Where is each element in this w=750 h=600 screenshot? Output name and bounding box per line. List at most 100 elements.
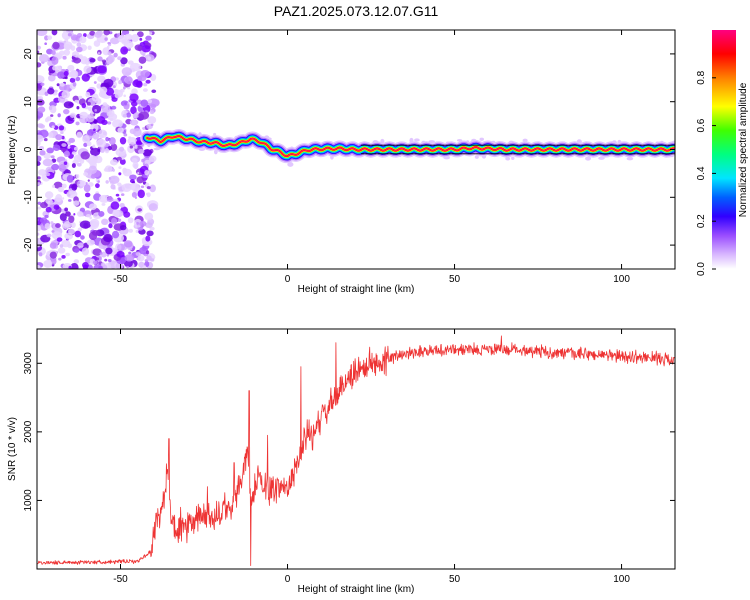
noise-speck bbox=[85, 114, 95, 123]
noise-speck bbox=[80, 235, 85, 240]
spectrogram-y-tick-label: -10 bbox=[23, 190, 34, 205]
noise-speck bbox=[61, 147, 66, 153]
spectrogram-x-ticks: -50 0 50 100 bbox=[113, 30, 630, 285]
noise-speck bbox=[52, 65, 57, 71]
noise-speck bbox=[141, 45, 151, 53]
noise-speck bbox=[47, 131, 54, 138]
noise-speck bbox=[87, 106, 93, 112]
noise-speck bbox=[135, 140, 143, 146]
noise-speck bbox=[81, 73, 90, 82]
noise-speck bbox=[57, 71, 65, 79]
noise-speck bbox=[54, 89, 58, 93]
noise-speck bbox=[129, 93, 139, 102]
noise-speck bbox=[85, 91, 91, 98]
noise-speck bbox=[55, 134, 63, 141]
noise-speck bbox=[110, 201, 120, 210]
noise-speck bbox=[40, 82, 45, 86]
noise-speck bbox=[89, 30, 96, 36]
noise-speck bbox=[522, 138, 528, 142]
snr-x-tick-label: 50 bbox=[449, 574, 461, 585]
noise-speck bbox=[37, 50, 40, 54]
noise-speck bbox=[82, 135, 90, 143]
noise-speck bbox=[57, 247, 66, 254]
noise-speck bbox=[58, 257, 62, 261]
spectrogram-x-tick-label: 0 bbox=[285, 274, 291, 285]
noise-speck bbox=[37, 62, 42, 68]
noise-speck bbox=[149, 226, 155, 231]
noise-speck bbox=[140, 69, 151, 78]
noise-speck bbox=[139, 220, 147, 227]
noise-speck bbox=[92, 104, 102, 114]
noise-speck bbox=[149, 184, 156, 193]
noise-speck bbox=[63, 161, 68, 165]
noise-speck bbox=[39, 201, 48, 209]
noise-speck bbox=[37, 161, 41, 166]
noise-speck bbox=[42, 158, 53, 167]
noise-speck bbox=[134, 144, 138, 149]
noise-speck bbox=[123, 86, 126, 90]
noise-speck bbox=[101, 202, 106, 206]
noise-speck bbox=[93, 264, 104, 269]
noise-speck bbox=[142, 149, 153, 157]
noise-speck bbox=[78, 180, 87, 187]
noise-speck bbox=[51, 56, 59, 65]
noise-speck bbox=[43, 137, 48, 142]
noise-speck bbox=[83, 33, 87, 38]
noise-speck bbox=[104, 165, 113, 173]
noise-speck bbox=[146, 186, 151, 190]
noise-speck bbox=[58, 125, 65, 131]
noise-speck bbox=[131, 157, 138, 163]
noise-speck bbox=[142, 53, 146, 57]
noise-speck bbox=[38, 54, 50, 63]
noise-speck bbox=[97, 51, 101, 55]
noise-speck bbox=[83, 65, 92, 74]
noise-speck bbox=[100, 262, 106, 267]
noise-speck bbox=[37, 201, 42, 205]
noise-speck bbox=[51, 50, 56, 55]
noise-speck bbox=[67, 33, 72, 37]
noise-speck bbox=[140, 185, 145, 189]
noise-speck bbox=[92, 144, 96, 149]
noise-speck bbox=[107, 121, 112, 125]
noise-speck bbox=[136, 31, 144, 38]
noise-speck bbox=[88, 203, 97, 211]
noise-speck bbox=[57, 113, 61, 118]
noise-speck bbox=[150, 103, 157, 109]
noise-speck bbox=[128, 251, 132, 255]
noise-speck bbox=[45, 206, 52, 213]
noise-speck bbox=[118, 80, 123, 85]
colorbar-tick-label: 0.8 bbox=[696, 70, 707, 84]
noise-speck bbox=[49, 242, 57, 249]
noise-speck bbox=[73, 200, 80, 206]
noise-speck bbox=[73, 154, 83, 163]
noise-speck bbox=[64, 94, 67, 98]
noise-speck bbox=[55, 223, 61, 229]
noise-speck bbox=[86, 101, 91, 106]
noise-speck bbox=[144, 159, 151, 165]
noise-speck bbox=[118, 172, 122, 176]
noise-speck bbox=[100, 147, 105, 153]
noise-speck bbox=[123, 240, 133, 248]
noise-speck bbox=[49, 101, 57, 108]
noise-speck bbox=[61, 90, 71, 99]
noise-speck bbox=[67, 145, 71, 149]
noise-speck bbox=[78, 95, 83, 100]
noise-speck bbox=[92, 132, 100, 140]
noise-speck bbox=[133, 112, 140, 118]
noise-speck bbox=[144, 222, 153, 228]
noise-speck bbox=[37, 45, 42, 50]
noise-speck bbox=[80, 151, 90, 160]
noise-speck bbox=[75, 76, 81, 82]
noise-speck bbox=[47, 87, 55, 95]
noise-speck bbox=[85, 213, 91, 218]
noise-speck bbox=[69, 30, 73, 33]
spectrogram-x-tick-label: 50 bbox=[449, 274, 461, 285]
noise-speck bbox=[145, 79, 151, 84]
noise-speck bbox=[99, 252, 103, 255]
noise-speck bbox=[148, 30, 154, 33]
noise-speck bbox=[125, 76, 133, 85]
noise-speck bbox=[59, 82, 65, 87]
noise-speck bbox=[136, 176, 145, 184]
noise-speck bbox=[148, 31, 153, 35]
snr-frame bbox=[36, 328, 676, 570]
